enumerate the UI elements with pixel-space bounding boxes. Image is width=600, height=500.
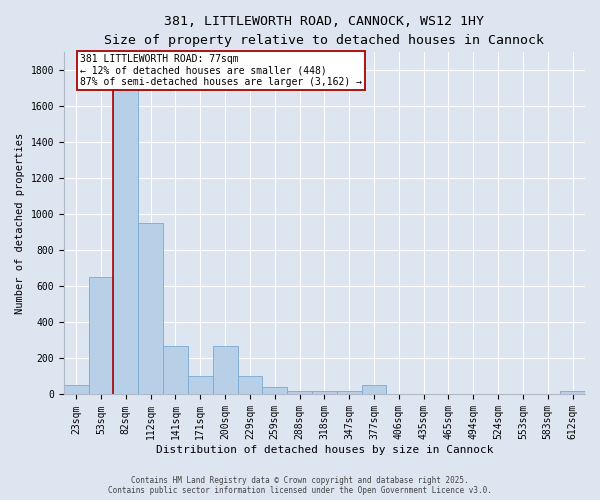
Bar	[362, 386, 386, 394]
Bar	[64, 386, 89, 394]
Bar	[312, 391, 337, 394]
Bar	[337, 391, 362, 394]
Bar	[113, 88, 138, 395]
Bar	[188, 376, 212, 394]
Bar	[238, 376, 262, 394]
Text: 381 LITTLEWORTH ROAD: 77sqm
← 12% of detached houses are smaller (448)
87% of se: 381 LITTLEWORTH ROAD: 77sqm ← 12% of det…	[80, 54, 362, 87]
Bar	[560, 391, 585, 394]
Bar	[262, 388, 287, 394]
X-axis label: Distribution of detached houses by size in Cannock: Distribution of detached houses by size …	[155, 445, 493, 455]
Title: 381, LITTLEWORTH ROAD, CANNOCK, WS12 1HY
Size of property relative to detached h: 381, LITTLEWORTH ROAD, CANNOCK, WS12 1HY…	[104, 15, 544, 47]
Text: Contains HM Land Registry data © Crown copyright and database right 2025.
Contai: Contains HM Land Registry data © Crown c…	[108, 476, 492, 495]
Bar	[163, 346, 188, 395]
Bar	[212, 346, 238, 395]
Bar	[138, 224, 163, 394]
Bar	[287, 391, 312, 394]
Bar	[89, 278, 113, 394]
Y-axis label: Number of detached properties: Number of detached properties	[15, 133, 25, 314]
